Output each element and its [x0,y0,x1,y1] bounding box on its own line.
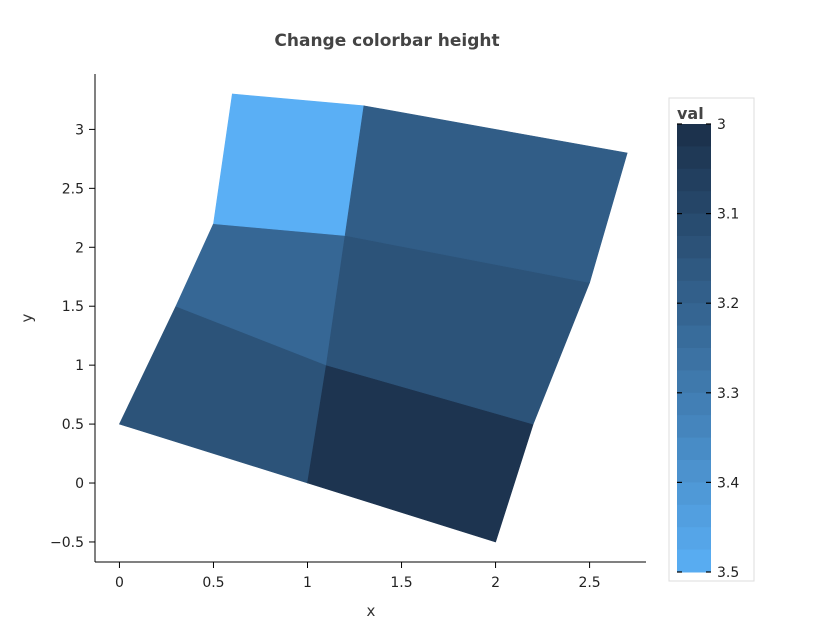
x-axis-title: x [367,602,376,620]
colorbar-tick-label: 3.5 [717,565,739,581]
colorbar-tick-label: 3.2 [717,296,739,312]
chart-title: Change colorbar height [274,31,499,51]
y-tick-label: 0 [75,476,84,492]
colorbar-step [677,325,711,349]
colorbar-step [677,191,711,215]
colorbar-ticks: 3 3.1 3.2 3.3 3.4 3.5 [677,117,739,581]
heatmap-cell [213,93,365,236]
colorbar-step [677,168,711,192]
y-tick-label: 3 [75,122,84,138]
y-tick-label: 2.5 [62,181,84,197]
colorbar-step [677,348,711,371]
colorbar-step [677,527,711,551]
colorbar-step [677,549,711,573]
x-tick-label: 0 [115,575,124,591]
colorbar-tick-label: 3 [717,117,726,133]
colorbar-step [677,124,711,147]
y-tick-label: 1.5 [62,299,84,315]
colorbar-gradient [677,124,711,573]
colorbar-tick-label: 3.4 [717,475,739,491]
colorbar-tick-label: 3.3 [717,386,739,402]
colorbar-step [677,392,711,416]
x-tick-label: 2.5 [578,575,600,591]
colorbar-step [677,213,711,237]
y-axis-ticks: −0.5 0 0.5 1 1.5 2 2.5 3 [50,122,95,551]
colorbar-title: val [677,104,704,123]
colorbar-step [677,258,711,282]
colorbar-tick-label: 3.1 [717,207,739,223]
y-tick-label: 0.5 [62,417,84,433]
heatmap-cell [344,105,628,283]
x-tick-label: 2 [491,575,500,591]
colorbar-step [677,236,711,259]
colorbar-step [677,280,711,304]
y-tick-label: −0.5 [50,535,84,551]
x-tick-label: 1 [303,575,312,591]
colorbar-step [677,437,711,461]
colorbar-step [677,460,711,483]
colorbar-step [677,303,711,327]
x-tick-label: 0.5 [202,575,224,591]
heatmap-cells [118,93,628,543]
x-axis-ticks: 0 0.5 1 1.5 2 2.5 [115,562,601,591]
x-tick-label: 1.5 [390,575,412,591]
colorbar-step [677,370,711,394]
colorbar-step [677,415,711,439]
colorbar-step [677,504,711,528]
colorbar-step [677,482,711,506]
y-tick-label: 1 [75,358,84,374]
y-axis-title: y [18,313,36,322]
colorbar-step [677,146,711,170]
y-tick-label: 2 [75,240,84,256]
colorbar: val 3 3.1 3.2 3.3 3.4 3.5 [668,97,755,582]
